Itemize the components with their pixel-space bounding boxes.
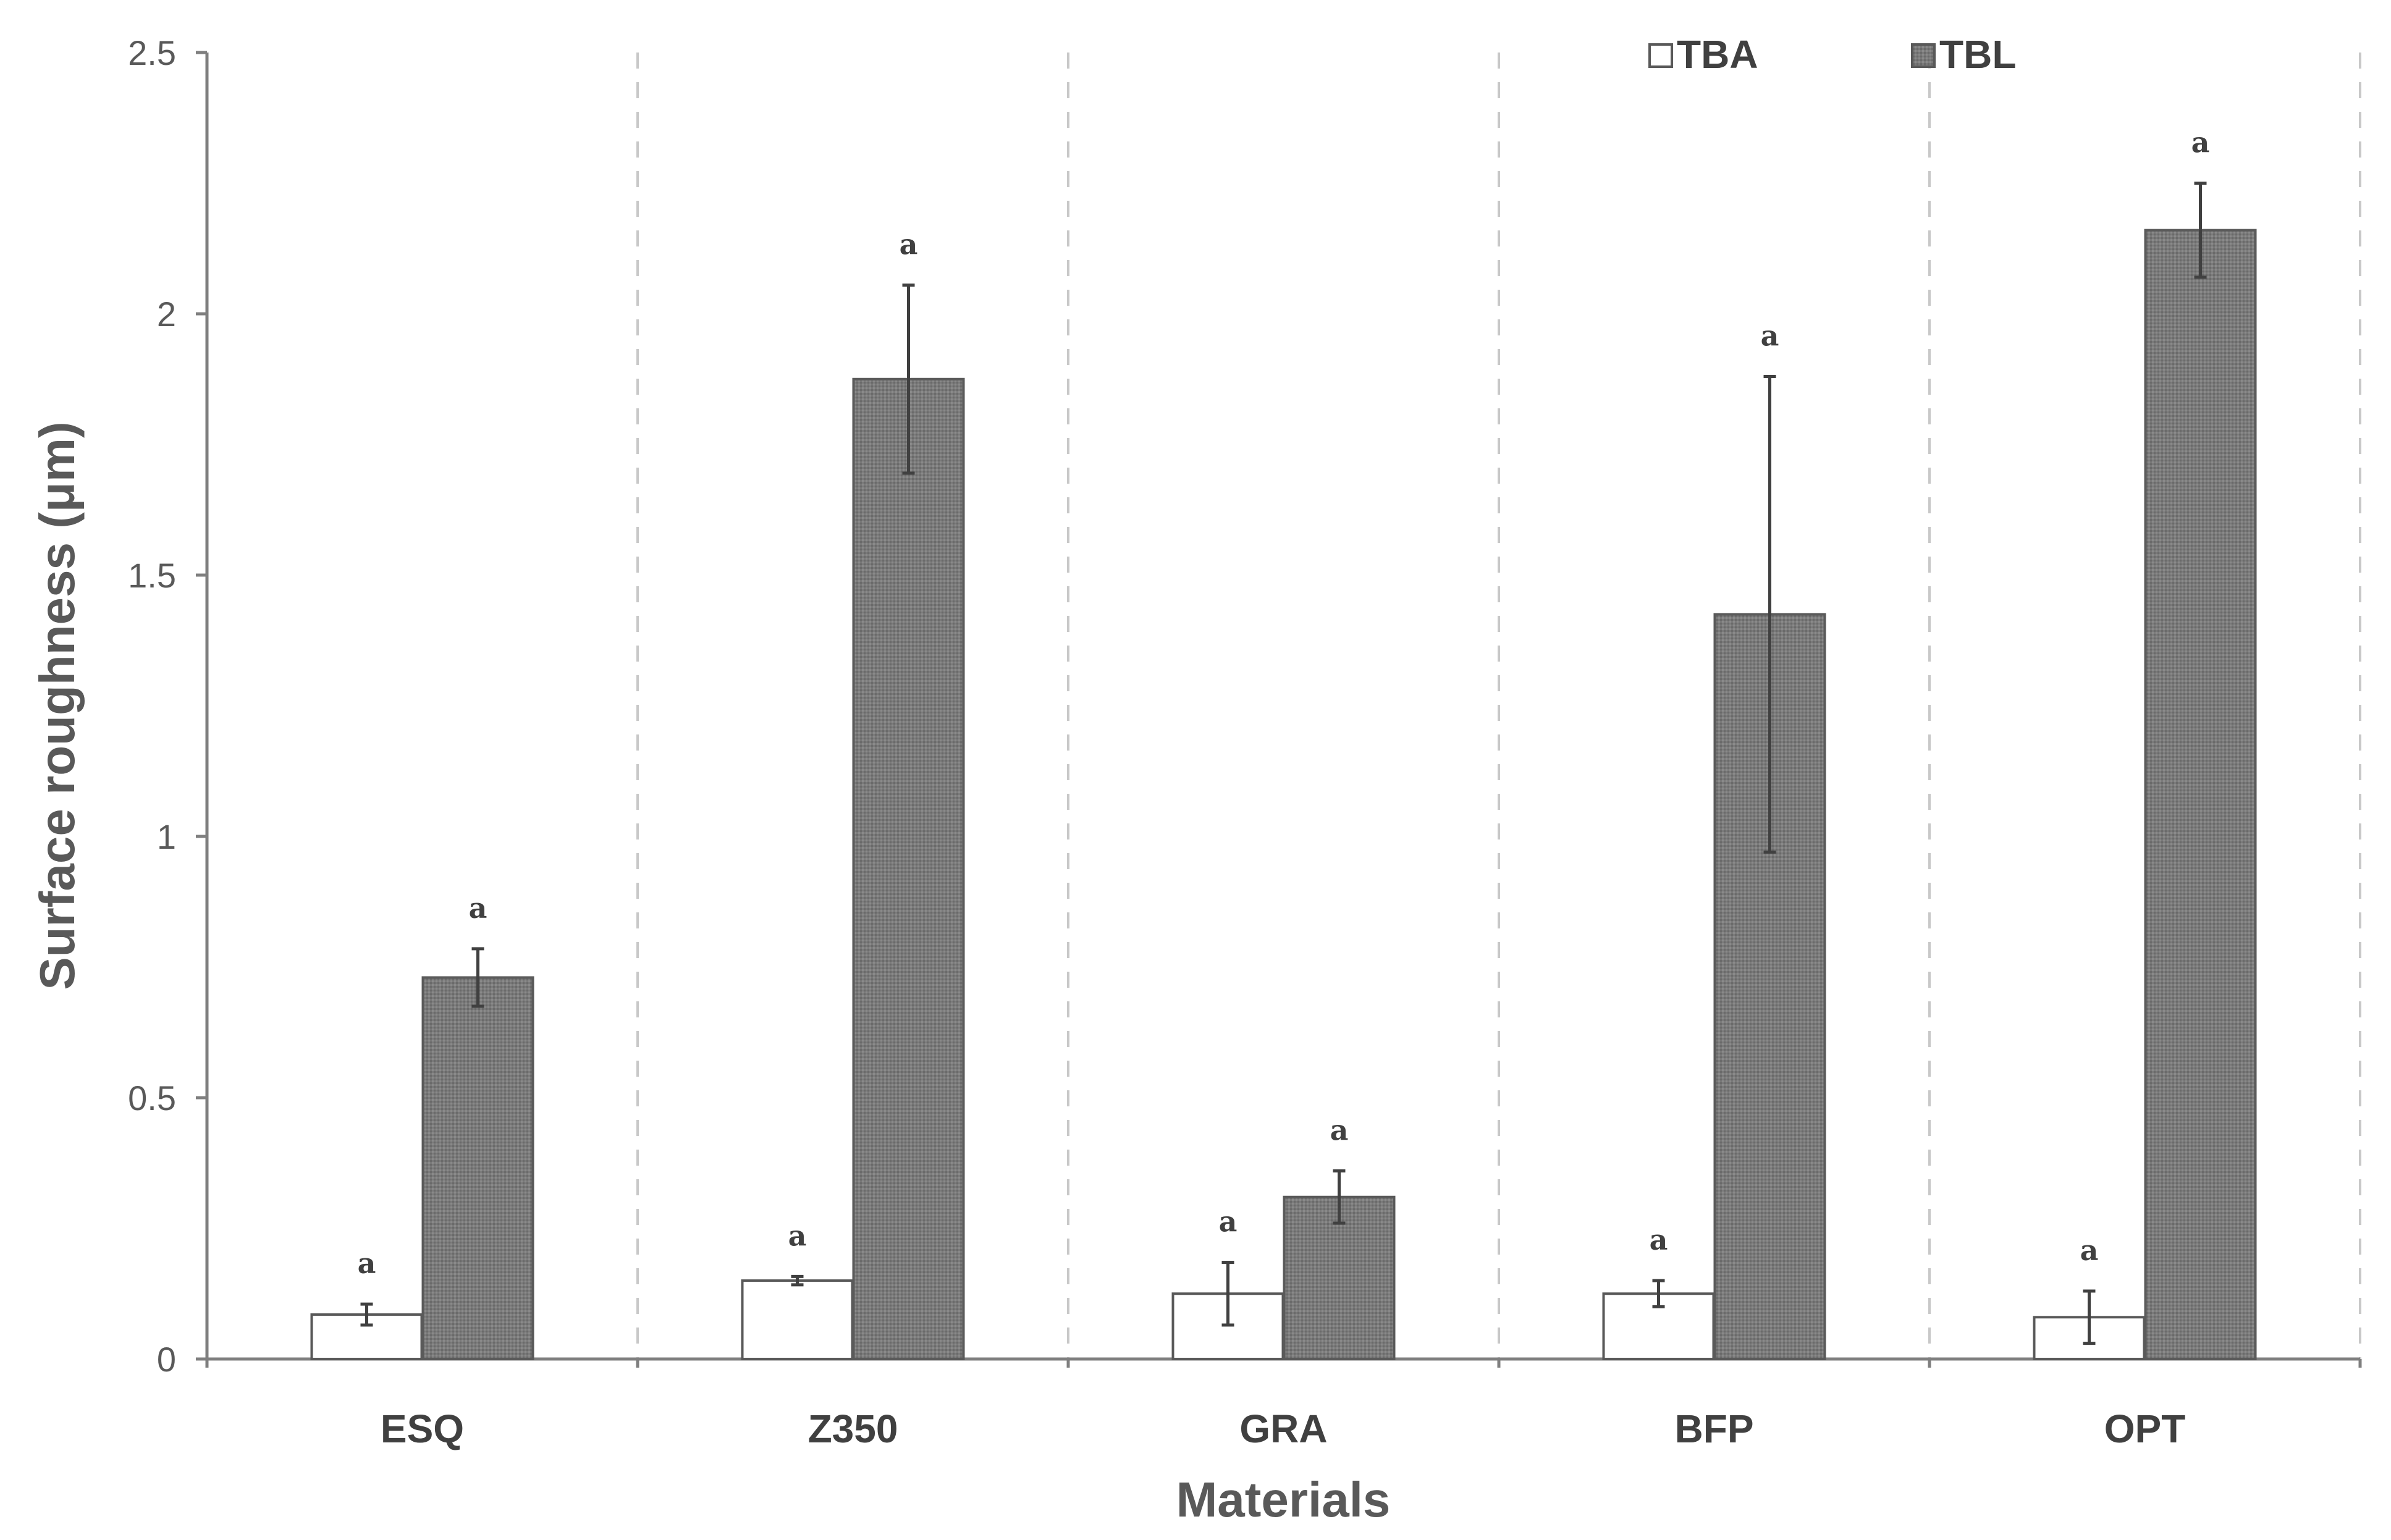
- significance-label: a: [900, 227, 918, 261]
- x-category-label: GRA: [1239, 1407, 1327, 1451]
- y-tick-label: 0: [157, 1340, 176, 1379]
- significance-label: a: [788, 1219, 807, 1252]
- significance-label: a: [469, 891, 487, 925]
- bar-tbl: [421, 976, 534, 1361]
- bar-tbl: [852, 377, 965, 1360]
- x-axis-title: Materials: [1176, 1472, 1391, 1527]
- significance-label: a: [1761, 319, 1779, 353]
- significance-label: a: [1219, 1205, 1238, 1238]
- significance-label: a: [2191, 126, 2210, 159]
- y-tick-label: 0.5: [128, 1079, 176, 1117]
- bar-tba: [741, 1279, 854, 1361]
- x-category-label: BFP: [1675, 1407, 1754, 1451]
- legend-label-tbl: TBL: [1939, 32, 2016, 77]
- significance-label: a: [1330, 1113, 1349, 1147]
- legend-swatch-tbl: [1911, 43, 1936, 68]
- y-tick-label: 2: [157, 295, 176, 334]
- significance-label: a: [2080, 1234, 2099, 1267]
- significance-label: a: [358, 1247, 376, 1280]
- bar-tbl: [1713, 613, 1826, 1361]
- legend-label-tba: TBA: [1677, 32, 1758, 77]
- x-category-label: OPT: [2104, 1407, 2186, 1451]
- x-category-label: Z350: [808, 1407, 898, 1451]
- x-category-label: ESQ: [381, 1407, 464, 1451]
- bar-tbl: [2144, 229, 2257, 1360]
- legend-swatch-tba: [1648, 43, 1673, 68]
- y-tick-label: 1: [157, 817, 176, 856]
- y-axis-title: Surface roughness (μm): [30, 421, 85, 990]
- significance-label: a: [1650, 1223, 1668, 1256]
- y-tick-label: 2.5: [128, 33, 176, 72]
- y-tick-label: 1.5: [128, 556, 176, 595]
